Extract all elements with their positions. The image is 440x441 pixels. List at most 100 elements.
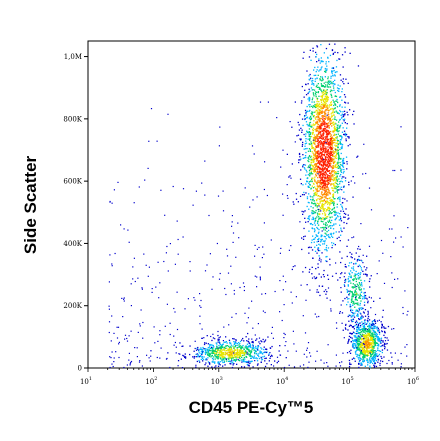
event-dot [321,179,324,182]
event-dot [329,140,331,142]
event-dot [373,359,375,361]
event-dot [323,164,325,166]
event-dot [318,113,320,115]
event-dot [223,348,226,350]
event-dot [370,335,372,337]
event-dot [344,297,346,300]
event-dot [319,200,321,202]
event-dot [330,233,332,236]
event-dot [314,106,317,109]
event-dot [333,138,335,140]
event-dot [306,347,308,349]
event-dot [228,349,230,351]
event-dot [406,314,408,316]
event-dot [323,153,325,156]
event-dot [364,329,366,331]
event-dot [221,350,223,353]
event-dot [339,251,341,253]
event-dot [320,128,322,130]
event-dot [359,341,361,343]
event-dot [219,357,221,359]
event-dot [358,366,360,369]
event-dot [358,338,360,340]
event-dot [326,84,328,86]
event-dot [342,208,344,210]
event-dot [360,291,362,293]
event-dot [341,136,343,138]
event-dot [371,345,374,347]
event-dot [198,356,200,358]
event-dot [182,188,185,190]
event-dot [345,278,347,280]
event-dot [326,65,328,67]
event-dot [336,136,338,138]
event-dot [362,334,364,336]
event-dot [309,164,311,166]
event-dot [343,133,345,136]
event-dot [256,286,258,288]
event-dot [363,273,365,275]
event-dot [250,346,252,349]
event-dot [369,358,371,360]
event-dot [256,353,258,355]
event-dot [336,112,339,114]
event-dot [371,335,373,338]
event-dot [341,189,343,191]
event-dot [301,145,303,147]
event-dot [302,238,305,240]
event-dot [368,344,370,346]
event-dot [347,218,349,220]
event-dot [321,110,323,112]
event-dot [311,277,314,279]
event-dot [400,236,402,238]
event-dot [350,282,352,284]
event-dot [334,187,336,189]
event-dot [358,343,361,345]
event-dot [332,196,334,198]
event-dot [212,333,214,335]
event-dot [309,136,311,138]
event-dot [225,358,227,360]
event-dot [325,138,327,140]
event-dot [196,353,198,355]
event-dot [255,347,257,349]
event-dot [113,332,115,334]
event-dot [308,88,310,90]
event-dot [358,362,360,365]
event-dot [333,101,335,104]
event-dot [210,335,212,338]
event-dot [333,87,335,89]
event-dot [320,108,322,110]
event-dot [359,276,361,278]
event-dot [246,353,248,355]
event-dot [368,330,371,333]
event-dot [200,351,202,353]
event-dot [384,336,386,339]
event-dot [325,157,327,159]
event-dot [383,345,385,347]
event-dot [367,336,369,338]
event-dot [243,352,246,355]
y-tick-label: 200K [63,302,82,310]
event-dot [364,328,366,330]
event-dot [319,124,321,126]
event-dot [378,338,381,340]
event-dot [308,172,311,174]
event-dot [113,357,115,359]
event-dot [331,200,334,202]
event-dot [305,169,307,171]
event-dot [374,344,376,347]
event-dot [341,147,343,149]
event-dot [249,362,251,364]
event-dot [320,99,322,101]
event-dot [326,91,328,94]
event-dot [239,340,242,343]
event-dot [370,330,372,332]
event-dot [334,75,336,77]
event-dot [352,293,354,295]
event-dot [250,357,252,359]
event-dot [325,180,327,182]
event-dot [316,190,318,192]
event-dot [322,221,324,223]
event-dot [364,309,367,311]
